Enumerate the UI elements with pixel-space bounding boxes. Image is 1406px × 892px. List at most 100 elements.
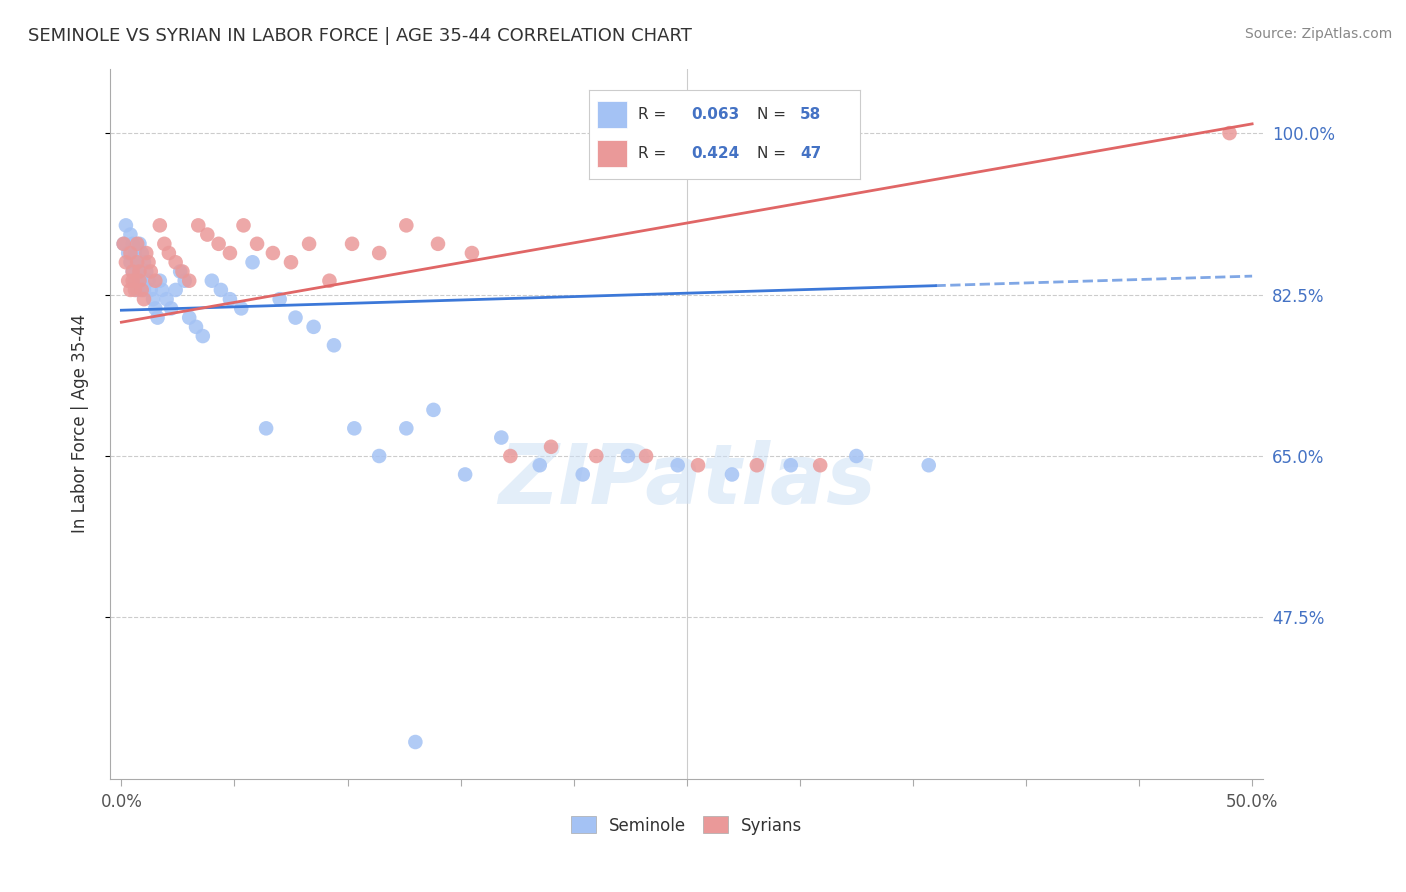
Point <box>686 458 709 473</box>
Point <box>195 227 218 242</box>
Point <box>634 449 657 463</box>
Point <box>187 219 209 233</box>
Point <box>165 255 187 269</box>
Point <box>135 264 157 278</box>
Point <box>491 431 513 445</box>
Point <box>146 310 169 325</box>
Point <box>153 236 176 251</box>
Point <box>120 283 142 297</box>
Point <box>284 310 307 325</box>
Text: SEMINOLE VS SYRIAN IN LABOR FORCE | AGE 35-44 CORRELATION CHART: SEMINOLE VS SYRIAN IN LABOR FORCE | AGE … <box>28 27 692 45</box>
Point <box>585 449 607 463</box>
Point <box>172 264 194 278</box>
Point <box>138 274 160 288</box>
Point <box>127 283 149 297</box>
Point <box>779 458 801 473</box>
Point <box>201 274 224 288</box>
Point <box>131 274 153 288</box>
Point <box>318 274 340 288</box>
Point <box>918 458 941 473</box>
Point <box>128 264 150 278</box>
Point <box>571 467 593 482</box>
Point <box>173 274 195 288</box>
Point <box>232 219 254 233</box>
Point <box>745 458 768 473</box>
Point <box>169 264 191 278</box>
Point <box>165 283 187 297</box>
Point <box>207 236 229 251</box>
Point <box>139 264 162 278</box>
Point <box>143 301 166 316</box>
Point <box>298 236 321 251</box>
Point <box>157 246 180 260</box>
Point <box>427 236 450 251</box>
Point <box>127 236 149 251</box>
Point <box>184 319 207 334</box>
Text: Source: ZipAtlas.com: Source: ZipAtlas.com <box>1244 27 1392 41</box>
Point <box>262 246 284 260</box>
Point <box>132 292 155 306</box>
Point <box>132 283 155 297</box>
Point <box>499 449 522 463</box>
Point <box>845 449 868 463</box>
Point <box>191 329 214 343</box>
Point <box>117 246 139 260</box>
Text: ZIPatlas: ZIPatlas <box>498 440 876 521</box>
Point <box>124 283 146 297</box>
Point <box>219 292 242 306</box>
Point <box>121 264 143 278</box>
Point <box>124 246 146 260</box>
Point <box>149 274 172 288</box>
Point <box>529 458 551 473</box>
Point <box>112 236 135 251</box>
Point <box>121 264 143 278</box>
Point <box>112 236 135 251</box>
Point <box>150 283 173 297</box>
Point <box>454 467 477 482</box>
Point <box>149 219 172 233</box>
Point <box>269 292 291 306</box>
Point <box>340 236 363 251</box>
Point <box>135 246 157 260</box>
Point <box>666 458 689 473</box>
Point <box>368 246 391 260</box>
Point <box>246 236 269 251</box>
Point <box>127 255 149 269</box>
Point <box>280 255 302 269</box>
Point <box>115 255 138 269</box>
Point <box>142 292 165 306</box>
Point <box>209 283 232 297</box>
Y-axis label: In Labor Force | Age 35-44: In Labor Force | Age 35-44 <box>72 314 89 533</box>
Point <box>117 274 139 288</box>
Point <box>120 246 142 260</box>
Point <box>323 338 346 352</box>
Point <box>231 301 253 316</box>
Point <box>138 255 160 269</box>
Point <box>132 255 155 269</box>
Point <box>721 467 744 482</box>
Point <box>128 264 150 278</box>
Point <box>127 255 149 269</box>
Legend: Seminole, Syrians: Seminole, Syrians <box>571 816 803 835</box>
Point <box>242 255 264 269</box>
Point <box>131 283 153 297</box>
Point <box>124 274 146 288</box>
Point <box>139 283 162 297</box>
Point <box>128 274 150 288</box>
Point <box>461 246 484 260</box>
Point <box>120 255 142 269</box>
Point <box>120 227 142 242</box>
Point <box>343 421 366 435</box>
Point <box>404 735 426 749</box>
Point <box>121 236 143 251</box>
Point <box>540 440 562 454</box>
Point <box>219 246 242 260</box>
Point <box>160 301 183 316</box>
Point <box>115 219 138 233</box>
Point <box>617 449 640 463</box>
Point <box>302 319 325 334</box>
Point <box>155 292 177 306</box>
Point <box>395 219 418 233</box>
Point <box>1218 126 1240 140</box>
Point <box>179 274 201 288</box>
